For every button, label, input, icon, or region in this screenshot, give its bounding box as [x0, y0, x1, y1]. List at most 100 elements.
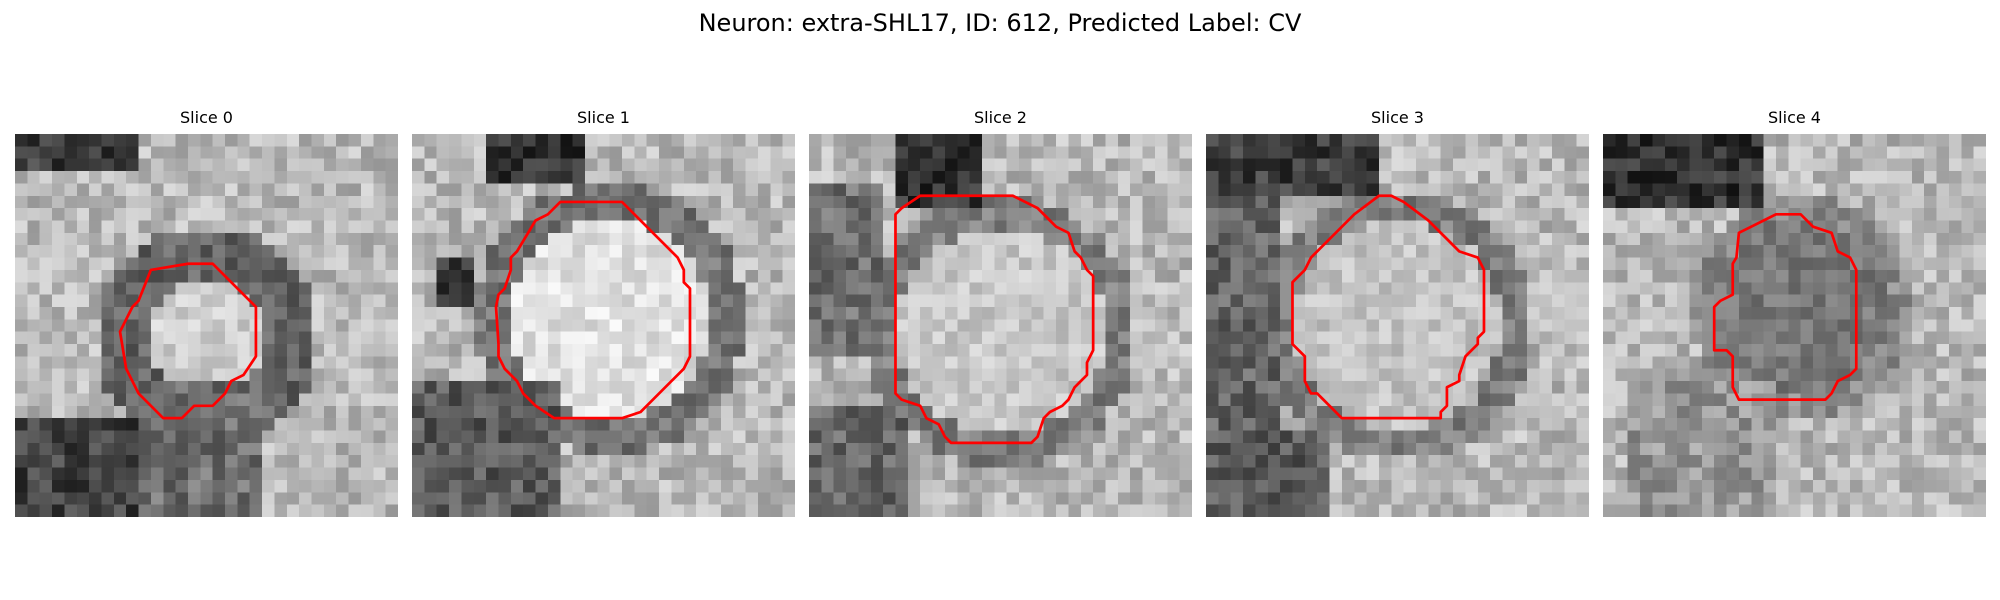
- pixel: [994, 306, 1007, 320]
- pixel: [1006, 418, 1020, 431]
- pixel: [1874, 344, 1888, 357]
- pixel: [1850, 467, 1863, 481]
- pixel: [1788, 381, 1801, 394]
- pixel: [1502, 146, 1516, 159]
- pixel: [449, 467, 462, 481]
- pixel: [1440, 306, 1454, 320]
- pixel: [981, 442, 995, 456]
- pixel: [895, 418, 909, 431]
- pixel: [1689, 146, 1703, 159]
- pixel: [907, 319, 921, 332]
- pixel: [1105, 257, 1119, 271]
- pixel: [1800, 381, 1814, 394]
- pixel: [212, 405, 226, 419]
- pixel: [1006, 134, 1020, 147]
- pixel: [336, 331, 349, 345]
- pixel: [1887, 269, 1900, 283]
- pixel: [1576, 393, 1589, 407]
- pixel: [348, 356, 362, 369]
- pixel: [1813, 344, 1826, 357]
- pixel: [510, 257, 524, 271]
- pixel: [1887, 492, 1900, 505]
- pixel: [101, 344, 115, 357]
- pixel: [659, 306, 672, 320]
- pixel: [560, 245, 573, 258]
- pixel: [1117, 455, 1131, 468]
- pixel: [1093, 146, 1106, 159]
- pixel: [1154, 134, 1168, 147]
- pixel: [523, 368, 536, 382]
- pixel: [1874, 306, 1888, 320]
- pixel: [1551, 455, 1565, 468]
- pixel: [200, 282, 213, 295]
- pixel: [187, 331, 201, 345]
- pixel: [39, 282, 53, 295]
- pixel: [449, 504, 462, 517]
- pixel: [27, 442, 40, 456]
- pixel: [1551, 146, 1565, 159]
- pixel: [1677, 245, 1690, 258]
- pixel: [1751, 146, 1764, 159]
- pixel: [15, 269, 28, 283]
- pixel: [348, 306, 362, 320]
- pixel: [920, 381, 933, 394]
- pixel: [1068, 393, 1082, 407]
- pixel: [412, 442, 425, 456]
- pixel: [1887, 195, 1900, 209]
- pixel: [733, 405, 746, 419]
- pixel: [436, 134, 450, 147]
- pixel: [1243, 294, 1256, 308]
- pixel: [957, 171, 970, 184]
- pixel: [1465, 183, 1479, 197]
- pixel: [1490, 208, 1503, 221]
- pixel: [671, 195, 685, 209]
- pixel: [1837, 146, 1851, 159]
- pixel: [1167, 405, 1180, 419]
- pixel: [1403, 331, 1417, 345]
- pixel: [498, 504, 512, 517]
- pixel: [1317, 368, 1330, 382]
- pixel: [1714, 282, 1727, 295]
- pixel: [858, 134, 872, 147]
- pixel: [1640, 282, 1653, 295]
- pixel: [311, 405, 325, 419]
- pixel: [757, 220, 771, 234]
- pixel: [745, 442, 759, 456]
- pixel: [535, 245, 549, 258]
- pixel: [1354, 344, 1367, 357]
- pixel: [1714, 393, 1727, 407]
- pixel: [1899, 134, 1913, 147]
- pixel: [1130, 504, 1143, 517]
- pixel: [846, 183, 859, 197]
- pixel: [138, 344, 152, 357]
- pixel: [15, 455, 28, 468]
- pixel: [846, 331, 859, 345]
- pixel: [757, 195, 771, 209]
- pixel: [1218, 208, 1231, 221]
- pixel: [671, 442, 685, 456]
- pixel: [1738, 306, 1752, 320]
- pixel: [486, 405, 499, 419]
- pixel: [473, 195, 487, 209]
- pixel: [163, 232, 176, 246]
- pixel: [572, 232, 586, 246]
- pixel: [1416, 418, 1429, 431]
- pixel: [1280, 134, 1293, 147]
- pixel: [76, 504, 90, 517]
- pixel: [52, 430, 65, 444]
- pixel: [1179, 479, 1192, 493]
- pixel: [920, 455, 933, 468]
- pixel: [424, 356, 437, 369]
- pixel: [1502, 306, 1516, 320]
- pixel: [1142, 368, 1156, 382]
- pixel: [733, 282, 746, 295]
- pixel: [870, 479, 884, 493]
- pixel: [523, 356, 536, 369]
- pixel: [360, 245, 374, 258]
- pixel: [1154, 257, 1168, 271]
- pixel: [373, 232, 386, 246]
- pixel: [1936, 319, 1950, 332]
- pixel: [1206, 171, 1219, 184]
- pixel: [1391, 381, 1404, 394]
- pixel: [907, 492, 921, 505]
